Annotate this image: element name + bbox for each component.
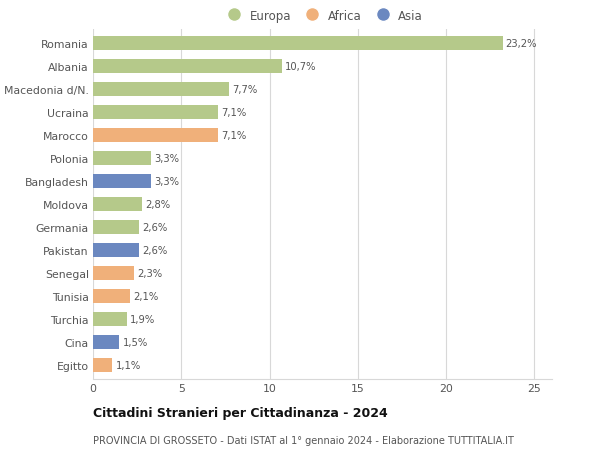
Bar <box>93 312 127 326</box>
Text: 1,1%: 1,1% <box>116 360 141 370</box>
Text: 10,7%: 10,7% <box>285 62 317 72</box>
Bar <box>93 289 130 303</box>
Text: 7,1%: 7,1% <box>221 130 247 140</box>
Text: 2,6%: 2,6% <box>142 245 167 255</box>
Text: 2,3%: 2,3% <box>137 268 162 278</box>
Text: 1,9%: 1,9% <box>130 314 155 324</box>
Text: 2,1%: 2,1% <box>133 291 158 301</box>
Legend: Europa, Africa, Asia: Europa, Africa, Asia <box>219 6 426 26</box>
Text: 1,5%: 1,5% <box>122 337 148 347</box>
Text: PROVINCIA DI GROSSETO - Dati ISTAT al 1° gennaio 2024 - Elaborazione TUTTITALIA.: PROVINCIA DI GROSSETO - Dati ISTAT al 1°… <box>93 435 514 445</box>
Text: 7,1%: 7,1% <box>221 107 247 118</box>
Text: Cittadini Stranieri per Cittadinanza - 2024: Cittadini Stranieri per Cittadinanza - 2… <box>93 406 388 419</box>
Text: 3,3%: 3,3% <box>154 176 179 186</box>
Bar <box>93 60 282 73</box>
Text: 2,6%: 2,6% <box>142 222 167 232</box>
Bar <box>93 106 218 119</box>
Bar <box>93 37 503 50</box>
Bar <box>93 151 151 165</box>
Bar <box>93 129 218 142</box>
Text: 2,8%: 2,8% <box>146 199 171 209</box>
Bar <box>93 220 139 234</box>
Bar <box>93 174 151 188</box>
Bar <box>93 83 229 96</box>
Bar <box>93 243 139 257</box>
Bar <box>93 335 119 349</box>
Bar <box>93 266 134 280</box>
Bar <box>93 197 142 211</box>
Text: 7,7%: 7,7% <box>232 84 257 95</box>
Bar <box>93 358 112 372</box>
Text: 3,3%: 3,3% <box>154 153 179 163</box>
Text: 23,2%: 23,2% <box>506 39 537 49</box>
